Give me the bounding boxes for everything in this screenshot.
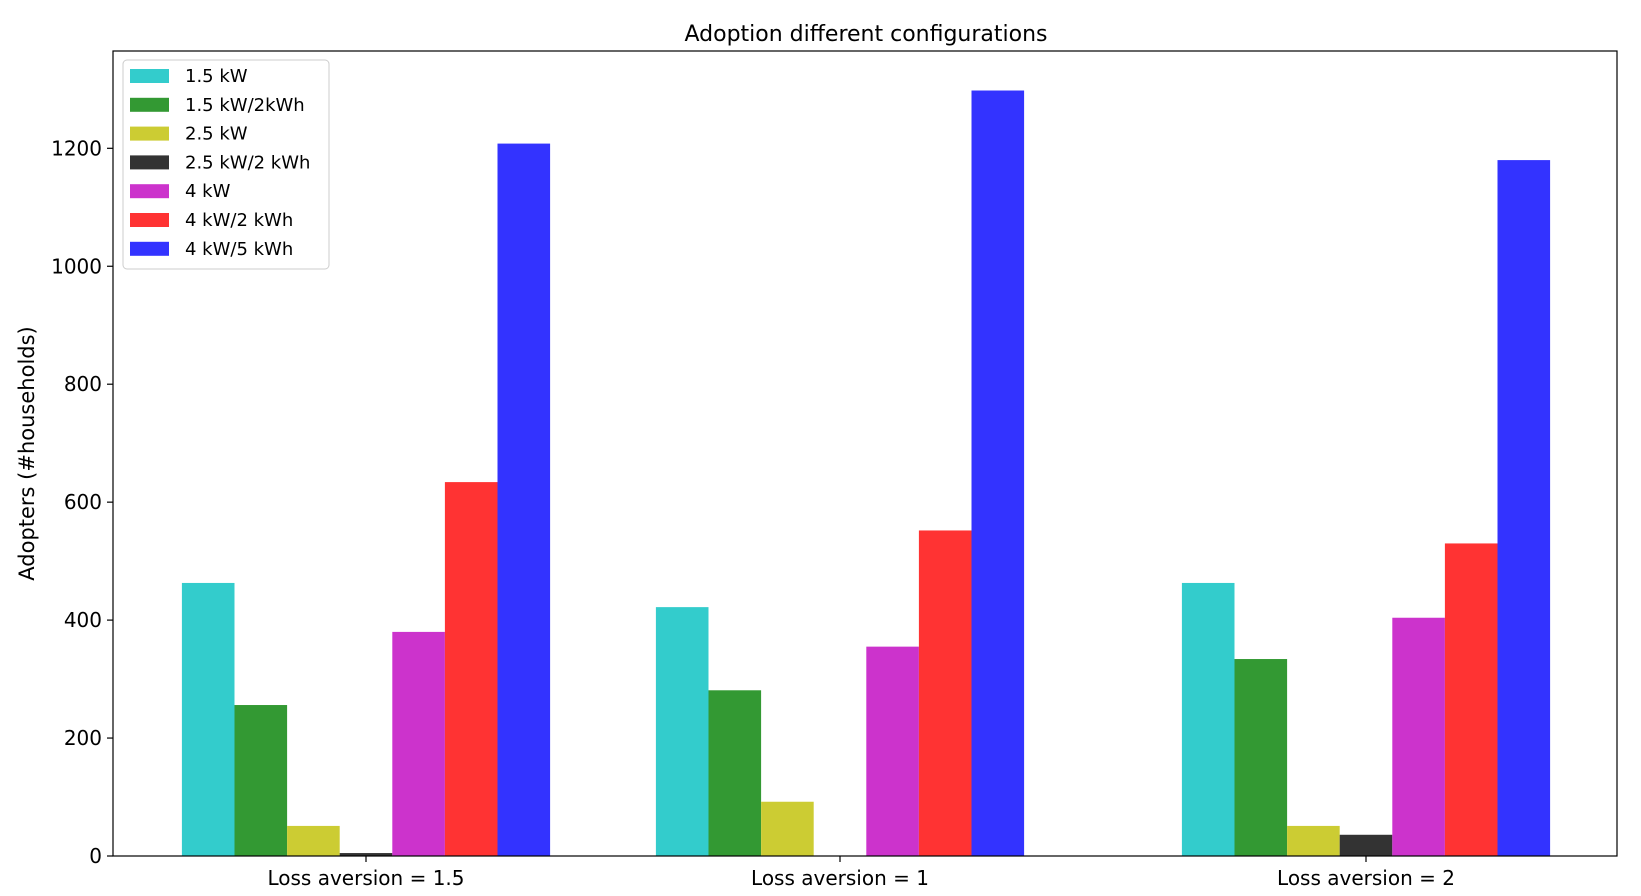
bar	[1181, 582, 1235, 856]
legend-swatch	[130, 126, 169, 141]
plot-frame	[112, 50, 1618, 857]
y-tick-label: 600	[64, 490, 102, 514]
y-tick-label: 0	[89, 844, 102, 868]
bar	[181, 582, 235, 856]
y-tick-label: 400	[64, 608, 102, 632]
bar	[1444, 543, 1498, 856]
chart-title: Adoption different configurations	[684, 22, 1047, 47]
bar	[1497, 160, 1551, 857]
y-tick-label: 1200	[51, 136, 102, 160]
legend-label: 4 kW/2 kWh	[185, 210, 293, 231]
legend-swatch	[130, 155, 169, 170]
legend-label: 1.5 kW/2kWh	[185, 95, 305, 116]
legend-label: 4 kW	[185, 181, 231, 202]
legend-box	[122, 59, 330, 270]
y-axis: 0 200 400 600 800 1000 1200	[51, 136, 113, 868]
legend-label: 4 kW/5 kWh	[185, 239, 293, 260]
legend-swatch	[130, 69, 169, 83]
x-axis: Loss aversion = 1.5 Loss aversion = 1 Loss…	[267, 856, 1455, 890]
bar	[761, 801, 814, 856]
legend: 1.5 kW 1.5 kW/2kWh 2.5 kW 2.5 kW/2 kWh 4 kW 4…	[122, 59, 330, 270]
bar	[444, 482, 498, 856]
bar	[392, 631, 445, 856]
y-tick-label: 800	[64, 372, 102, 396]
bar	[1287, 825, 1340, 856]
x-tick-label: Loss aversion = 1	[751, 866, 929, 890]
legend-swatch	[130, 213, 169, 227]
y-axis-title: Adopters (#households)	[15, 326, 39, 580]
legend-swatch	[130, 184, 169, 199]
legend-swatch	[130, 97, 169, 112]
bar	[1234, 659, 1288, 856]
legend-label: 2.5 kW	[185, 124, 248, 145]
y-tick-label: 200	[64, 726, 102, 750]
bar	[234, 705, 288, 856]
bar	[287, 825, 340, 856]
legend-label: 2.5 kW/2 kWh	[185, 152, 310, 173]
bar	[655, 607, 709, 856]
bar	[708, 690, 762, 856]
x-tick-label: Loss aversion = 1.5	[267, 866, 464, 890]
bar	[339, 853, 393, 856]
legend-swatch	[130, 241, 169, 256]
bar	[971, 90, 1025, 856]
bar	[1392, 617, 1445, 856]
y-tick-label: 1000	[51, 254, 102, 278]
legend-label: 1.5 kW	[185, 66, 248, 87]
x-tick-label: Loss aversion = 2	[1277, 866, 1455, 890]
bar	[1339, 834, 1393, 856]
bars-group	[181, 90, 1551, 857]
bar	[866, 646, 919, 856]
bar	[918, 530, 972, 856]
bar	[497, 143, 551, 857]
